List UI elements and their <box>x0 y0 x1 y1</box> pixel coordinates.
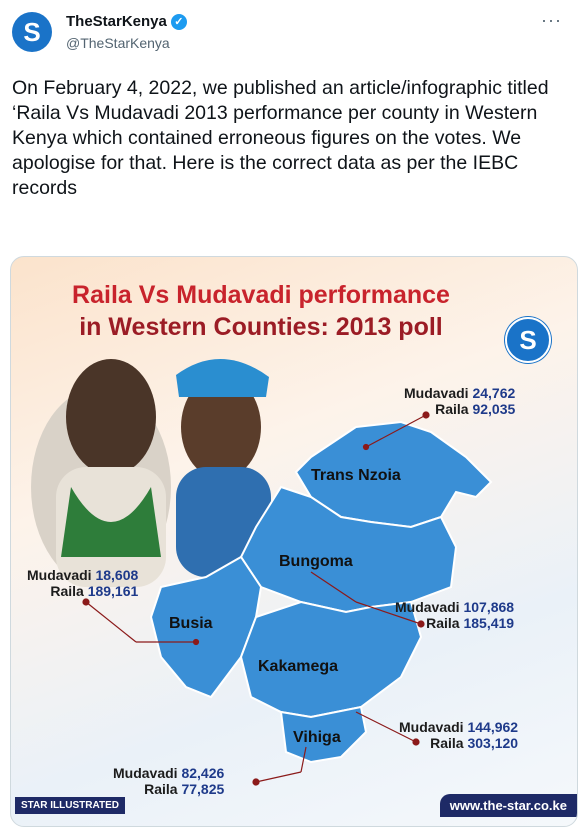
verified-badge-icon: ✓ <box>170 13 187 30</box>
county-label-kakamega: Kakamega <box>258 658 339 675</box>
more-options-icon[interactable]: ··· <box>541 10 562 30</box>
raila-votes: 92,035 <box>472 401 516 417</box>
trans-nzoia-votes: Mudavadi 24,762 Raila 92,035 <box>404 385 515 417</box>
infographic-title: Raila Vs Mudavadi performance in Western… <box>11 279 511 343</box>
user-handle[interactable]: @TheStarKenya <box>66 35 170 51</box>
title-line-1: Raila Vs Mudavadi performance <box>72 281 450 309</box>
raila-label: Raila <box>144 781 178 797</box>
mudavadi-votes: 18,608 <box>95 567 139 583</box>
county-shapes <box>149 420 493 764</box>
avatar[interactable]: S <box>12 12 52 52</box>
mudavadi-votes: 24,762 <box>472 385 516 401</box>
infographic-image[interactable]: Raila Vs Mudavadi performance in Western… <box>10 256 578 827</box>
mudavadi-votes: 144,962 <box>467 719 519 735</box>
kakamega-votes: Mudavadi 144,962 Raila 303,120 <box>399 719 518 751</box>
display-name[interactable]: TheStarKenya ✓ <box>66 13 187 30</box>
raila-votes: 77,825 <box>181 781 225 797</box>
county-label-vihiga: Vihiga <box>293 729 341 746</box>
mudavadi-label: Mudavadi <box>399 719 464 735</box>
raila-label: Raila <box>430 735 464 751</box>
display-name-text[interactable]: TheStarKenya <box>66 13 167 30</box>
mudavadi-votes: 82,426 <box>181 765 225 781</box>
title-line-2: in Western Counties: 2013 poll <box>79 313 443 341</box>
star-logo: S <box>505 317 551 363</box>
tweet-header: S TheStarKenya ✓ @TheStarKenya ··· <box>0 0 578 70</box>
county-label-trans-nzoia: Trans Nzoia <box>311 467 401 484</box>
bungoma-votes: Mudavadi 107,868 Raila 185,419 <box>395 599 514 631</box>
callout-lines <box>82 411 430 786</box>
mudavadi-label: Mudavadi <box>27 567 92 583</box>
tweet-text: On February 4, 2022, we published an art… <box>12 77 549 199</box>
politicians-illustration <box>31 358 271 587</box>
raila-label: Raila <box>435 401 469 417</box>
county-label-bungoma: Bungoma <box>279 553 353 570</box>
mudavadi-votes: 107,868 <box>463 599 515 615</box>
raila-votes: 185,419 <box>463 615 515 631</box>
raila-votes: 303,120 <box>467 735 519 751</box>
raila-label: Raila <box>50 583 84 599</box>
raila-votes: 189,161 <box>87 583 139 599</box>
mudavadi-label: Mudavadi <box>404 385 469 401</box>
busia-votes: Mudavadi 18,608 Raila 189,161 <box>27 567 138 599</box>
mudavadi-label: Mudavadi <box>113 765 178 781</box>
raila-label: Raila <box>426 615 460 631</box>
website-tag: www.the-star.co.ke <box>439 794 577 817</box>
county-label-busia: Busia <box>169 615 213 632</box>
mudavadi-label: Mudavadi <box>395 599 460 615</box>
vihiga-votes: Mudavadi 82,426 Raila 77,825 <box>113 765 224 797</box>
star-illustrated-tag: STAR ILLUSTRATED <box>15 797 125 814</box>
map-illustration <box>31 358 493 786</box>
